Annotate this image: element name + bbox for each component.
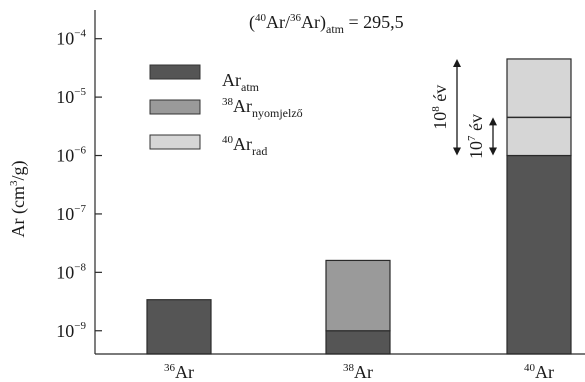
time-label: 107 év (466, 114, 486, 159)
y-tick-label: 10−5 (56, 86, 86, 107)
legend-swatch-nyomjelzo (149, 99, 201, 115)
legend-swatch-rad (149, 134, 201, 150)
annotations: 108 év 107 év (430, 58, 497, 159)
legend-label-rad: 40Arrad (222, 134, 267, 158)
y-tick-label: 10−4 (56, 28, 86, 49)
x-tick-label: 38Ar (343, 362, 373, 382)
bar-segment-atm (146, 299, 212, 355)
x-tick-label: 36Ar (164, 362, 194, 382)
legend: Aratm 38Arnyomjelző 40Arrad (149, 64, 303, 158)
legend-swatch-atm (149, 64, 201, 80)
legend-label-atm: Aratm (222, 70, 260, 94)
y-tick-label: 10−7 (56, 203, 86, 224)
time-label: 108 év (430, 85, 450, 130)
bar-segment-atm (506, 154, 572, 355)
arrow-head-up (489, 117, 497, 126)
y-tick-label: 10−6 (56, 145, 86, 166)
y-tick-label: 10−9 (56, 320, 86, 341)
bar-segment-rad (506, 58, 572, 157)
y-axis-label: Ar (cm3/g) (8, 161, 29, 238)
y-ticks: 10−9 10−8 10−7 10−6 10−5 10−4 (56, 28, 102, 341)
arrow-head-down (453, 147, 461, 156)
legend-label-nyomjelzo: 38Arnyomjelző (222, 96, 303, 120)
bar-segment-nyomjelzo (325, 259, 391, 332)
bars: 36Ar 38Ar 40Ar (146, 58, 572, 382)
x-tick-label: 40Ar (524, 362, 554, 382)
y-tick-label: 10−8 (56, 261, 86, 282)
arrow-head-up (453, 58, 461, 67)
bar-segment-atm (325, 330, 391, 355)
chart-title: (40Ar/36Ar)atm = 295,5 (249, 12, 404, 36)
arrow-head-down (489, 147, 497, 156)
